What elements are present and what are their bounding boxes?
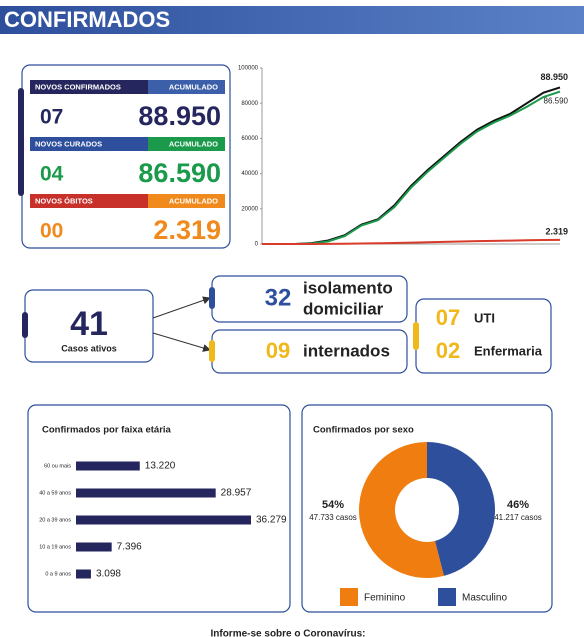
category-label: 60 ou mais [44, 463, 71, 469]
y-tick-label: 40000 [241, 171, 258, 177]
row-header-accent [148, 194, 225, 208]
header-title: CONFIRMADOS [4, 7, 170, 32]
row-new: 04 [40, 163, 64, 186]
slice-sublabel: 47.733 casos [309, 513, 357, 522]
accent [22, 312, 28, 338]
active-total: 41 [70, 305, 108, 343]
y-tick-label: 60000 [241, 136, 258, 142]
arrow [152, 296, 211, 319]
row-header-accent [148, 137, 225, 151]
row-total: 88.950 [138, 101, 221, 131]
row-total: 2.319 [153, 215, 221, 245]
arrow [152, 332, 211, 352]
row-total-label: ACUMULADO [169, 196, 218, 205]
series-line [262, 86, 561, 245]
row-total-label: ACUMULADO [169, 82, 218, 91]
accent [209, 340, 215, 362]
value-label: 28.957 [221, 488, 252, 499]
icu-count: 07 [436, 305, 460, 330]
series-line [262, 238, 561, 245]
bar [76, 488, 216, 498]
sex-panel [301, 404, 553, 613]
header-bar [0, 6, 584, 34]
row-total-label: ACUMULADO [169, 139, 218, 148]
bar [76, 542, 112, 552]
slice [359, 442, 444, 578]
value-label: 13.220 [145, 461, 176, 472]
category-label: 0 a 9 anos [45, 571, 71, 577]
value-label: 36.279 [256, 515, 287, 526]
legend-label: Masculino [462, 593, 507, 604]
y-tick-label: 0 [255, 242, 259, 248]
slice-sublabel: 41.217 casos [494, 513, 542, 522]
stats: NOVOS CONFIRMADOS ACUMULADO 07 88.950 NOVOS … [30, 80, 225, 245]
accent [413, 322, 419, 350]
home-label: domiciliar [303, 299, 384, 318]
chart-title: Confirmados por faixa etária [42, 425, 172, 436]
row-label: NOVOS ÓBITOS [35, 196, 93, 205]
slice-label: 46% [507, 499, 529, 511]
legend-swatch [438, 588, 456, 606]
row-label: NOVOS CURADOS [35, 139, 102, 148]
series-line [262, 90, 561, 245]
hospital-label: internados [303, 341, 390, 360]
active-label: Casos ativos [61, 343, 117, 353]
y-tick-label: 100000 [238, 66, 259, 72]
home-label: isolamento [303, 278, 393, 297]
y-tick-label: 80000 [241, 101, 258, 107]
ward-label: Enfermaria [474, 343, 543, 358]
line-chart: 0 20000 40000 60000 80000 100000 88.950 86.590 2… [238, 66, 569, 248]
row-label: NOVOS CONFIRMADOS [35, 82, 121, 91]
value-label: 3.098 [96, 569, 121, 580]
row-new: 00 [40, 220, 63, 243]
series-end-label: 2.319 [545, 226, 568, 236]
row-header-accent [148, 80, 225, 94]
legend-swatch [340, 588, 358, 606]
donut-chart: Confirmados por sexo 46% 41.217 casos 54% 47… [309, 425, 542, 606]
icu-label: UTI [474, 310, 495, 325]
home-count: 32 [265, 284, 292, 311]
legend-label: Feminino [364, 593, 406, 604]
category-label: 40 a 59 anos [39, 490, 71, 496]
category-label: 20 a 39 anos [39, 517, 71, 523]
slice-label: 54% [322, 499, 344, 511]
row-new: 07 [40, 106, 63, 129]
accent [18, 88, 24, 196]
bar [76, 569, 91, 579]
bar [76, 461, 140, 471]
age-panel [27, 404, 291, 613]
hospital-count: 09 [266, 338, 290, 363]
footer: Informe-se sobre o Coronavírus: [210, 629, 365, 637]
series-end-label: 86.590 [544, 97, 569, 106]
bar [76, 515, 251, 525]
ward-count: 02 [436, 338, 460, 363]
value-label: 7.396 [117, 542, 142, 553]
bar-chart: Confirmados por faixa etária 60 ou mais 13… [39, 425, 287, 580]
chart-title: Confirmados por sexo [313, 425, 414, 436]
accent [209, 287, 215, 309]
row-total: 86.590 [138, 158, 221, 188]
y-tick-label: 20000 [241, 206, 258, 212]
category-label: 10 a 19 anos [39, 544, 71, 550]
slice [427, 442, 495, 576]
series-end-label: 88.950 [540, 72, 568, 82]
